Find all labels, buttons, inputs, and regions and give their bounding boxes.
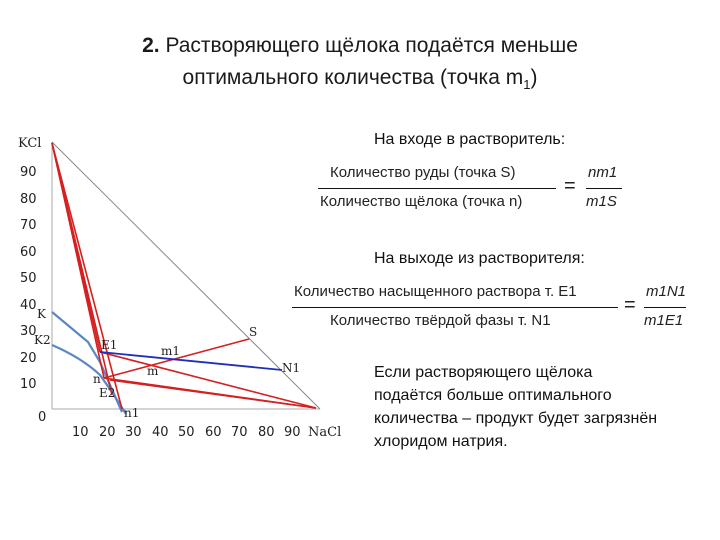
y-tick: 40 <box>20 298 37 313</box>
x-tick: 80 <box>258 425 275 440</box>
title-subscript: 1 <box>523 77 531 93</box>
title-line-1: Растворяющего щёлока подаётся меньше <box>165 34 578 57</box>
output-rhs-bar <box>644 307 686 308</box>
input-equals: = <box>564 175 576 197</box>
y-tick: 10 <box>20 377 37 392</box>
line-n-s <box>103 338 250 379</box>
origin-label: 0 <box>38 410 46 425</box>
output-fraction-bar <box>292 307 618 308</box>
point-m: m <box>147 364 159 378</box>
line-e1-nacl <box>99 351 317 409</box>
x-tick: 90 <box>284 425 301 440</box>
y-tick: 80 <box>20 192 37 207</box>
input-rhs-denominator: m1S <box>586 193 617 210</box>
y-tick: 50 <box>20 271 37 286</box>
input-numerator: Количество руды (точка S) <box>330 164 516 181</box>
point-n: n <box>93 372 101 386</box>
x-tick: 30 <box>125 425 142 440</box>
line-kcl-n1 <box>51 142 123 410</box>
kcl-axis-label: KCl <box>18 136 41 151</box>
point-m1: m1 <box>161 344 180 358</box>
point-n1-upper: N1 <box>282 361 300 375</box>
y-tick: 60 <box>20 245 37 260</box>
x-tick: 40 <box>152 425 169 440</box>
x-tick: 60 <box>205 425 222 440</box>
x-tick: 50 <box>178 425 195 440</box>
point-k2: K2 <box>34 333 51 347</box>
output-rhs-denominator: m1E1 <box>644 312 684 329</box>
point-n1-lower: n1 <box>124 406 139 420</box>
input-denominator: Количество щёлока (точка n) <box>320 193 523 210</box>
line-e2-nacl <box>109 379 317 409</box>
y-tick: 70 <box>20 218 37 233</box>
solubility-curve-2 <box>51 343 127 415</box>
output-equals: = <box>624 294 636 316</box>
point-e2: E2 <box>99 386 115 400</box>
slide-title: 2. Растворяющего щёлока подаётся меньше … <box>60 30 660 101</box>
point-s: S <box>249 325 257 339</box>
conclusion-text: Если растворяющего щёлока подаётся больш… <box>374 364 658 450</box>
point-k: K <box>37 307 47 321</box>
output-heading: На выходе из растворителя: <box>374 250 585 267</box>
output-rhs-numerator: m1N1 <box>646 283 687 300</box>
x-tick: 70 <box>231 425 248 440</box>
input-heading: На входе в растворитель: <box>374 131 566 148</box>
x-tick: 20 <box>99 425 116 440</box>
line-e1-n1 <box>99 351 283 371</box>
title-line-2: оптимального количества (точка m <box>182 66 524 89</box>
output-denominator: Количество твёрдой фазы т. N1 <box>330 312 551 329</box>
y-tick: 20 <box>20 351 37 366</box>
y-tick: 30 <box>20 324 37 339</box>
input-rhs-numerator: nm1 <box>588 164 618 181</box>
input-rhs-bar <box>586 188 622 189</box>
y-tick: 90 <box>20 165 37 180</box>
output-numerator: Количество насыщенного раствора т. E1 <box>294 283 577 300</box>
title-line-2-end: ) <box>530 66 538 89</box>
point-e1: E1 <box>101 338 117 352</box>
title-number: 2. <box>142 34 160 57</box>
nacl-axis-label: NaCl <box>308 425 341 440</box>
hypotenuse <box>51 141 321 410</box>
output-ratio: Количество насыщенного раствора т. E1 Ко… <box>292 281 692 337</box>
line-kcl-e2 <box>51 142 113 396</box>
input-ratio: Количество руды (точка S) Количество щёл… <box>318 162 648 218</box>
x-tick: 10 <box>72 425 89 440</box>
input-fraction-bar <box>318 188 556 189</box>
